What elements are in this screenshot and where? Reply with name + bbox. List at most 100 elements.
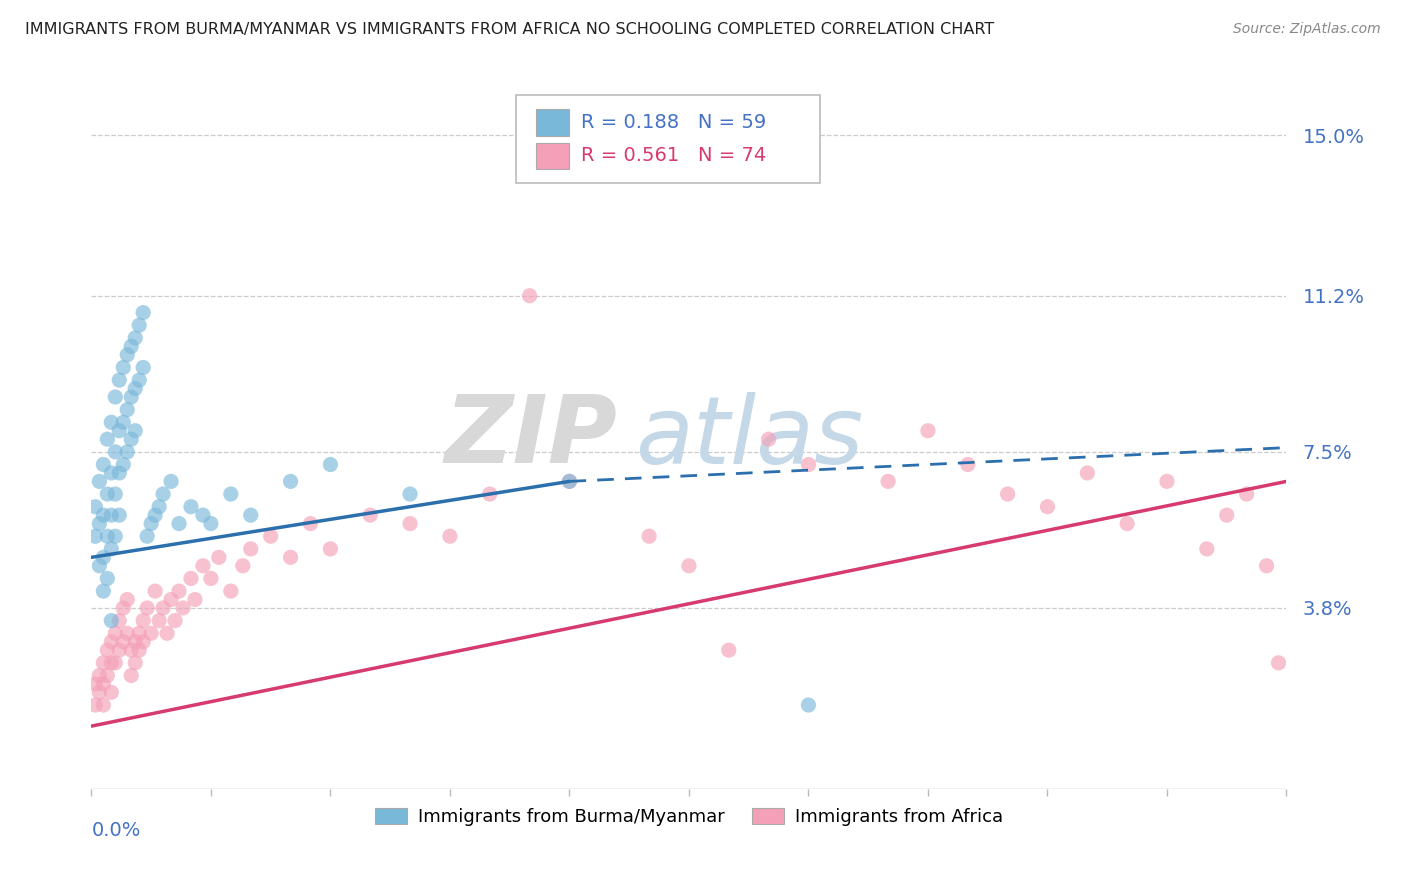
Point [163, 614, 186, 628]
Point [104, 445, 127, 459]
Point [172, 601, 194, 615]
Point [678, 558, 700, 573]
FancyBboxPatch shape [516, 95, 821, 184]
Point [191, 558, 214, 573]
Point [128, 643, 150, 657]
Legend: Immigrants from Burma/Myanmar, Immigrants from Africa: Immigrants from Burma/Myanmar, Immigrant… [367, 800, 1011, 833]
Text: 0.0%: 0.0% [91, 822, 141, 840]
Text: Source: ZipAtlas.com: Source: ZipAtlas.com [1233, 22, 1381, 37]
Point [96, 432, 118, 446]
Point [141, 516, 162, 531]
Point [100, 541, 122, 556]
Point [128, 373, 150, 387]
Point [956, 458, 979, 472]
Point [108, 508, 131, 523]
Point [112, 601, 135, 615]
Point [191, 508, 214, 523]
Point [152, 601, 174, 615]
Point [136, 601, 159, 615]
Point [558, 475, 581, 489]
Point [1256, 558, 1278, 573]
Point [115, 348, 138, 362]
Point [208, 550, 231, 565]
Point [93, 458, 115, 472]
Point [758, 432, 780, 446]
Point [84, 698, 107, 712]
Point [136, 529, 159, 543]
Point [200, 516, 222, 531]
Point [128, 318, 150, 333]
Point [1195, 541, 1218, 556]
Point [180, 571, 202, 585]
Point [478, 487, 501, 501]
Point [89, 668, 111, 682]
Text: IMMIGRANTS FROM BURMA/MYANMAR VS IMMIGRANTS FROM AFRICA NO SCHOOLING COMPLETED C: IMMIGRANTS FROM BURMA/MYANMAR VS IMMIGRA… [25, 22, 994, 37]
Point [219, 584, 242, 599]
Point [1215, 508, 1237, 523]
Point [120, 390, 142, 404]
Point [132, 634, 155, 648]
Point [93, 508, 115, 523]
Point [124, 331, 146, 345]
Point [160, 592, 183, 607]
Point [84, 677, 107, 691]
Point [1267, 656, 1289, 670]
Point [167, 584, 190, 599]
Point [152, 487, 174, 501]
Point [100, 685, 122, 699]
FancyBboxPatch shape [536, 143, 569, 169]
Point [89, 685, 111, 699]
Point [120, 668, 142, 682]
Point [717, 643, 740, 657]
Point [108, 373, 131, 387]
Point [519, 289, 541, 303]
Point [917, 424, 939, 438]
Point [108, 643, 131, 657]
Point [232, 558, 254, 573]
Point [160, 475, 183, 489]
Point [156, 626, 179, 640]
Text: ZIP: ZIP [444, 391, 617, 483]
Point [104, 390, 127, 404]
Point [115, 445, 138, 459]
Point [439, 529, 461, 543]
Point [96, 643, 118, 657]
Point [100, 508, 122, 523]
Point [797, 458, 820, 472]
Point [96, 529, 118, 543]
Point [167, 516, 190, 531]
Point [143, 508, 166, 523]
Point [132, 614, 155, 628]
Point [100, 634, 122, 648]
Point [124, 634, 146, 648]
Point [120, 339, 142, 353]
Point [239, 508, 262, 523]
Point [184, 592, 207, 607]
Point [108, 466, 131, 480]
Point [96, 668, 118, 682]
Point [93, 698, 115, 712]
FancyBboxPatch shape [536, 110, 569, 136]
Point [115, 402, 138, 417]
Point [997, 487, 1019, 501]
Point [148, 500, 170, 514]
Point [180, 500, 202, 514]
Point [128, 626, 150, 640]
Point [93, 550, 115, 565]
Point [89, 516, 111, 531]
Point [319, 458, 342, 472]
Text: R = 0.188   N = 59: R = 0.188 N = 59 [582, 113, 766, 132]
Point [1116, 516, 1139, 531]
Point [399, 516, 422, 531]
Point [132, 305, 155, 319]
Point [104, 656, 127, 670]
Point [100, 415, 122, 429]
Point [1036, 500, 1059, 514]
Point [120, 432, 142, 446]
Point [108, 614, 131, 628]
Point [112, 634, 135, 648]
Point [120, 643, 142, 657]
Point [141, 626, 162, 640]
Point [1076, 466, 1098, 480]
Point [239, 541, 262, 556]
